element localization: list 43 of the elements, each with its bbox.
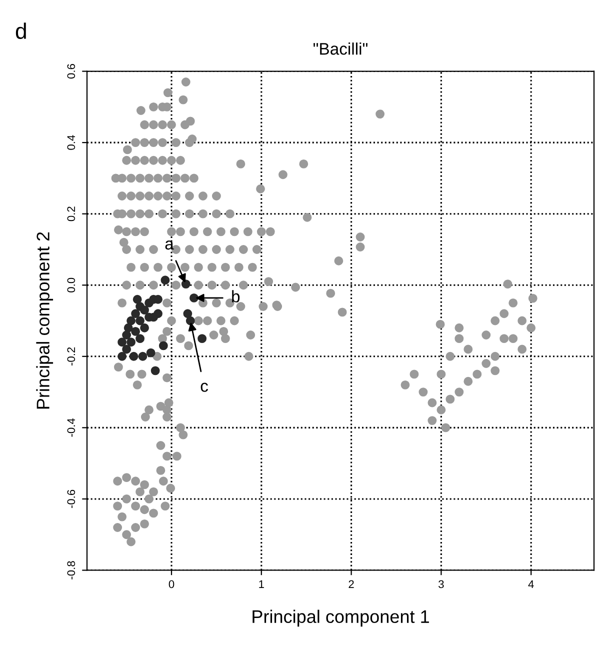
point [146, 348, 156, 358]
point [131, 326, 140, 336]
point [181, 280, 190, 289]
point [140, 323, 149, 332]
point [198, 334, 207, 344]
point [140, 306, 149, 315]
point [124, 323, 133, 332]
point [186, 316, 195, 326]
x-tick-label: 0 [168, 580, 174, 588]
point [118, 338, 127, 347]
point [126, 338, 136, 347]
annotation: c [200, 382, 208, 392]
point [160, 276, 170, 285]
y-tick-label: 0.6 [67, 64, 76, 79]
y-axis-title: Principal component 2 [36, 232, 54, 409]
annotation: b [232, 290, 240, 302]
point [138, 352, 148, 361]
x-tick-label: 3 [438, 580, 444, 588]
x-tick-label: 4 [528, 580, 534, 588]
point [136, 334, 145, 344]
y-tick-label: -0.6 [67, 490, 76, 508]
point [118, 352, 127, 361]
point [131, 309, 140, 318]
point [150, 366, 160, 376]
point [129, 352, 138, 361]
point [183, 309, 192, 318]
y-tick-label: -0.4 [67, 418, 76, 437]
y-tick-label: 0.4 [67, 135, 76, 150]
text: d [16, 22, 26, 40]
point [158, 341, 168, 350]
y-tick-label: 0.0 [67, 278, 76, 292]
x-axis-title: Principal component 1 [252, 610, 429, 627]
chart-title: "Bacilli" [314, 42, 368, 55]
point [122, 344, 132, 354]
x-tick-label: 2 [348, 580, 354, 588]
point [136, 316, 145, 326]
point [126, 316, 136, 326]
y-tick-label: -0.8 [67, 561, 76, 580]
y-tick-label: 0.2 [67, 206, 76, 222]
point [132, 294, 142, 304]
x-tick-label: 1 [259, 580, 264, 588]
point [190, 293, 198, 302]
y-tick-label: -0.2 [67, 347, 76, 366]
